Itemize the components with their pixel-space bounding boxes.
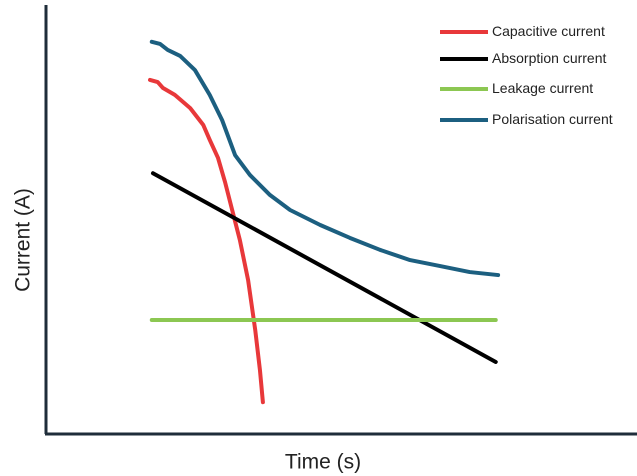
legend-label: Leakage current [492,80,594,96]
series-line [148,77,265,405]
series-line [150,171,498,364]
legend-label: Capacitive current [492,23,605,39]
y-axis-label: Current (A) [12,188,35,292]
legend-label: Absorption current [492,50,607,66]
x-axis-label: Time (s) [285,451,361,474]
legend-swatch [440,30,488,34]
legend-swatch [440,118,488,122]
legend-swatch [440,87,488,91]
legend-entry: Leakage current [440,79,637,98]
series-line [149,39,501,278]
legend-entry: Absorption current [440,49,637,68]
legend-label: Polarisation current [492,111,613,127]
legend-entry: Capacitive current [440,22,637,41]
legend-entry: Polarisation current [440,110,637,129]
legend-swatch [440,57,488,61]
